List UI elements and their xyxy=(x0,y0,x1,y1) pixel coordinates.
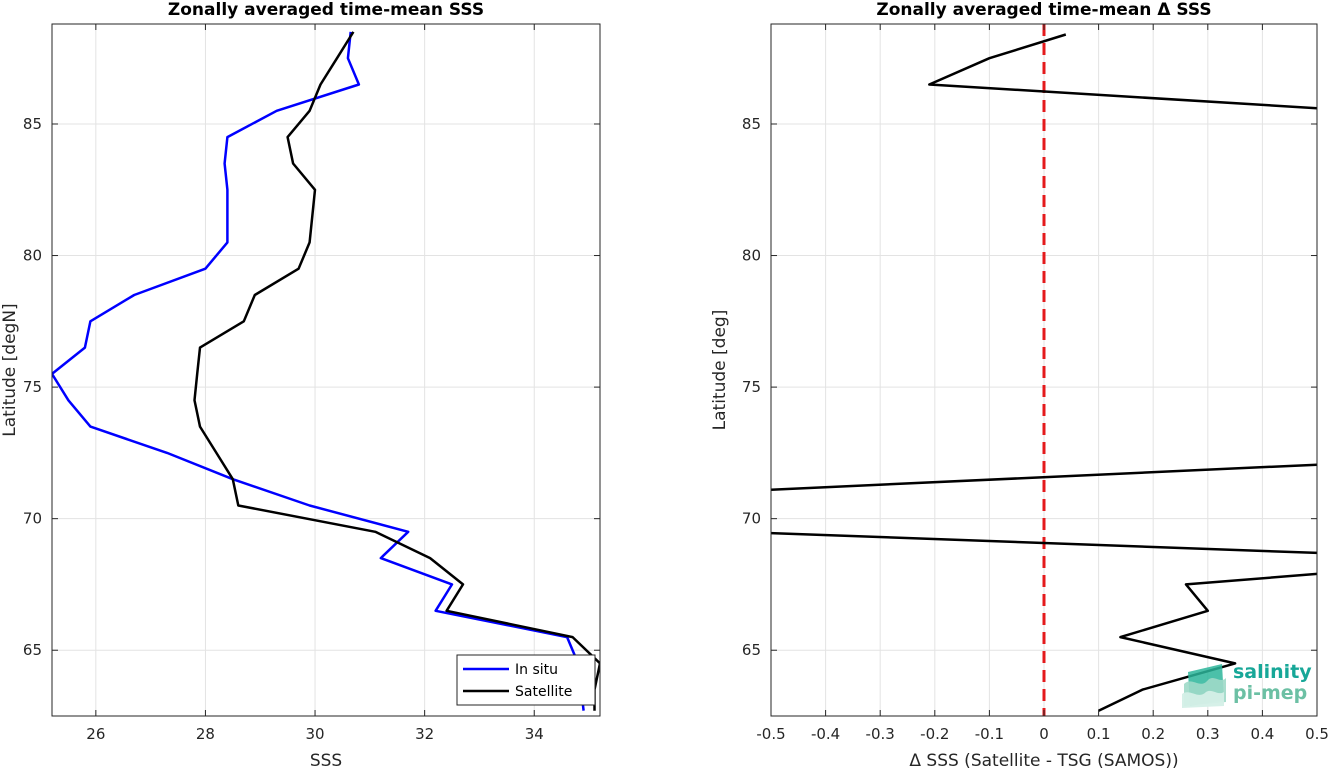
legend-label: Satellite xyxy=(515,684,572,700)
y-axis-label: Latitude [degN] xyxy=(0,303,20,436)
y-tick-label: 65 xyxy=(23,641,42,659)
y-axis-label: Latitude [deg] xyxy=(710,310,730,431)
series-line-in-situ xyxy=(52,31,585,711)
x-axis-label: SSS xyxy=(310,751,342,769)
y-tick-label: 75 xyxy=(742,378,761,396)
x-tick-label: 34 xyxy=(525,725,544,743)
left-axes: 26 28 30 32 34 65 70 75 80 85 Zonally averaged tim… xyxy=(0,0,601,769)
axes-frame xyxy=(51,23,601,717)
series-line-delta-sss xyxy=(928,33,1317,110)
salinity-pi-mep-logo: salinity pi-mep xyxy=(1182,661,1312,708)
right-axes: -0.5 -0.4 -0.3 -0.2 -0.1 0 0.1 0.2 0.3 0.4 0.5 65 70… xyxy=(710,0,1329,769)
x-tick-label: 30 xyxy=(305,725,324,743)
series-line-delta-sss xyxy=(771,463,1317,491)
x-tick-label: -0.1 xyxy=(975,725,1004,743)
x-tick-label: 32 xyxy=(415,725,434,743)
series-line-delta-sss xyxy=(1098,572,1317,712)
x-tick-label: 0.2 xyxy=(1141,725,1165,743)
legend-label: In situ xyxy=(515,662,558,678)
y-tick-label: 65 xyxy=(742,641,761,659)
x-tick-label: -0.4 xyxy=(811,725,840,743)
x-tick-label: 0.4 xyxy=(1250,725,1274,743)
y-tick-label: 70 xyxy=(23,510,42,528)
logo-line2: pi-mep xyxy=(1233,682,1307,704)
legend: In situ Satellite xyxy=(456,654,596,706)
x-tick-label: 0 xyxy=(1039,725,1049,743)
x-tick-label: 0.1 xyxy=(1087,725,1111,743)
legend-box xyxy=(456,654,596,706)
x-tick-label: 0.3 xyxy=(1196,725,1220,743)
x-tick-label: 28 xyxy=(196,725,215,743)
chart-title: Zonally averaged time-mean SSS xyxy=(168,0,484,20)
series-line-satellite xyxy=(193,31,600,711)
x-tick-label: 0.5 xyxy=(1305,725,1329,743)
y-tick-label: 80 xyxy=(742,247,761,265)
x-tick-label: -0.3 xyxy=(866,725,895,743)
series-line-delta-sss xyxy=(771,531,1317,555)
x-tick-label: -0.2 xyxy=(920,725,949,743)
chart-title: Zonally averaged time-mean Δ SSS xyxy=(876,0,1211,20)
y-tick-label: 70 xyxy=(742,510,761,528)
x-tick-label: -0.5 xyxy=(756,725,785,743)
x-axis-label: Δ SSS (Satellite - TSG (SAMOS)) xyxy=(909,751,1178,769)
logo-line1: salinity xyxy=(1233,661,1312,683)
y-tick-label: 80 xyxy=(23,247,42,265)
y-tick-label: 85 xyxy=(742,115,761,133)
y-tick-label: 85 xyxy=(23,115,42,133)
y-tick-label: 75 xyxy=(23,378,42,396)
x-tick-label: 26 xyxy=(86,725,105,743)
wave-logo-icon xyxy=(1182,664,1226,708)
